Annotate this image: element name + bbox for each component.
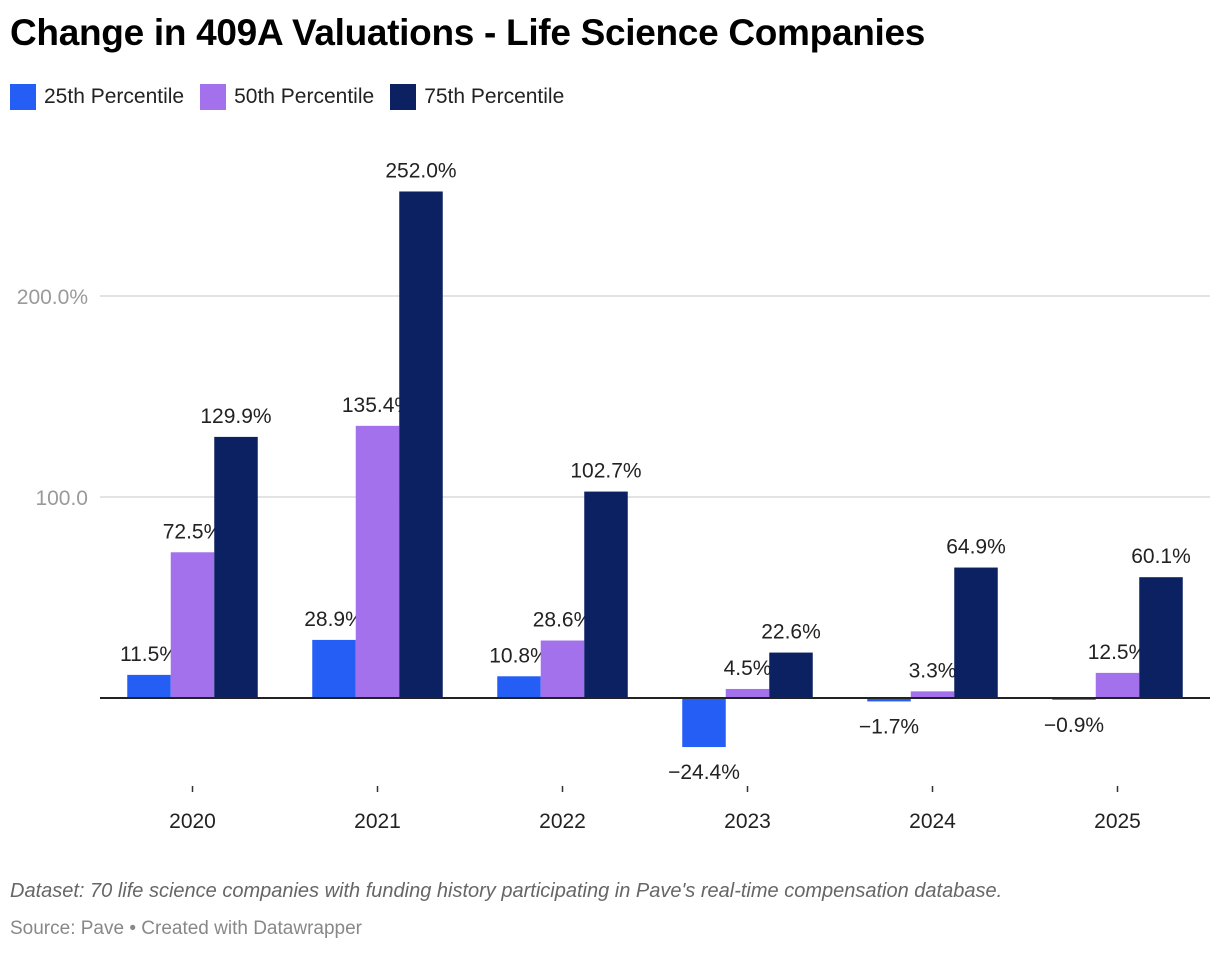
bar-75th-percentile — [584, 491, 628, 698]
data-label: 28.6% — [533, 609, 593, 632]
data-label: 60.1% — [1131, 545, 1191, 568]
x-tick-label: 2022 — [539, 810, 586, 833]
y-tick-label: 100.0 — [35, 487, 88, 510]
bar-75th-percentile — [954, 567, 998, 698]
data-label: −0.9% — [1044, 714, 1104, 737]
bar-50th-percentile — [355, 425, 400, 698]
chart-notes: Dataset: 70 life science companies with … — [10, 880, 1003, 902]
bar-25th-percentile — [312, 639, 356, 698]
bar-75th-percentile — [399, 191, 443, 699]
bar-75th-percentile — [214, 436, 258, 698]
data-label: 64.9% — [946, 536, 1006, 559]
legend: 25th Percentile 50th Percentile 75th Perce… — [10, 84, 564, 110]
data-label: −1.7% — [859, 715, 919, 738]
data-label: 12.5% — [1088, 641, 1148, 664]
legend-label: 25th Percentile — [44, 85, 185, 108]
bar-50th-percentile — [540, 640, 585, 698]
legend-item: 25th Percentile — [10, 84, 184, 110]
chart-title: Change in 409A Valuations - Life Science… — [10, 12, 926, 53]
bar-50th-percentile — [170, 552, 215, 698]
data-label: 11.5% — [120, 643, 178, 666]
x-tick-label: 2025 — [1094, 810, 1141, 833]
x-tick-label: 2020 — [169, 810, 216, 833]
bar-chart: 100.0 200.0% 2020 11.5% 72.5% 129.9% 2021 28.9%… — [17, 159, 1210, 833]
data-label: 135.4% — [342, 394, 413, 417]
bar-25th-percentile — [867, 698, 911, 702]
chart-source: Source: Pave • Created with Datawrapper — [10, 918, 362, 939]
data-label: 102.7% — [570, 460, 641, 483]
legend-swatch — [10, 84, 36, 110]
bar-75th-percentile — [769, 652, 813, 698]
data-label: 3.3% — [909, 659, 957, 682]
bar-75th-percentile — [1139, 577, 1183, 698]
y-tick-label: 200.0% — [17, 286, 88, 309]
x-tick-label: 2021 — [354, 810, 401, 833]
bar-50th-percentile — [910, 691, 955, 698]
bar-25th-percentile — [497, 676, 541, 698]
bar-50th-percentile — [1095, 672, 1140, 698]
legend-item: 75th Percentile — [390, 84, 564, 110]
bar-50th-percentile — [725, 688, 770, 698]
data-label: 252.0% — [385, 159, 456, 182]
data-label: 4.5% — [724, 657, 772, 680]
legend-swatch — [390, 84, 417, 110]
data-label: 72.5% — [163, 520, 223, 543]
legend-item: 50th Percentile — [200, 84, 374, 110]
data-label: 10.8% — [489, 644, 549, 667]
x-tick-label: 2023 — [724, 810, 771, 833]
data-label: −24.4% — [668, 761, 740, 784]
data-label: 28.9% — [304, 608, 364, 631]
bar-25th-percentile — [127, 674, 171, 698]
legend-label: 50th Percentile — [234, 85, 375, 108]
data-label: 22.6% — [761, 621, 821, 644]
legend-swatch — [200, 84, 227, 110]
legend-label: 75th Percentile — [424, 85, 565, 108]
bar-25th-percentile — [682, 698, 726, 748]
data-label: 129.9% — [200, 405, 271, 428]
x-tick-label: 2024 — [909, 810, 956, 833]
